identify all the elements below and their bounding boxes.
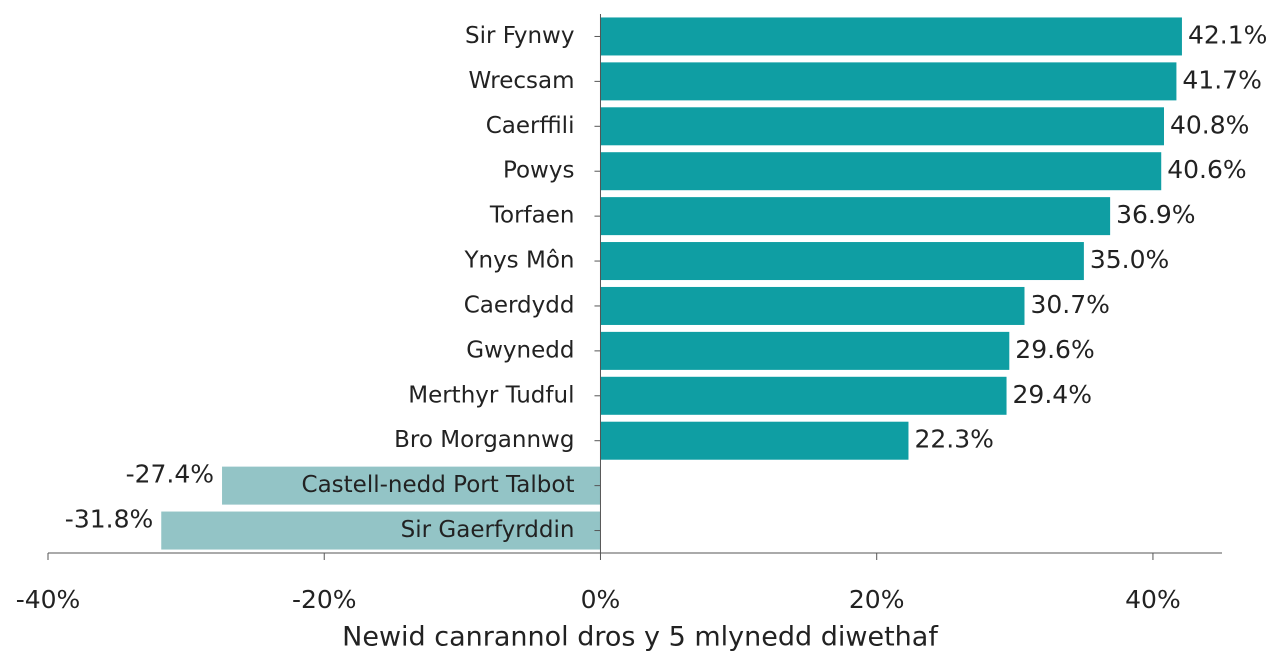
value-label: -27.4% (126, 460, 214, 489)
bar (600, 197, 1111, 236)
category-label: Castell-nedd Port Talbot (302, 472, 575, 498)
category-label: Caerffili (486, 113, 575, 139)
category-label: Powys (503, 158, 575, 184)
value-label: 29.6% (1015, 335, 1094, 364)
value-label: 41.7% (1182, 65, 1261, 94)
category-label: Gwynedd (466, 337, 574, 363)
x-tick-label: -40% (16, 585, 81, 614)
x-tick-label: 40% (1125, 585, 1181, 614)
value-label: 40.6% (1167, 155, 1246, 184)
category-label: Wrecsam (469, 68, 575, 94)
x-axis-label: Newid canrannol dros y 5 mlynedd diwetha… (342, 622, 939, 653)
value-label: 42.1% (1188, 20, 1267, 49)
category-label: Merthyr Tudful (408, 382, 574, 408)
value-label: 29.4% (1013, 380, 1092, 409)
category-label: Bro Morgannwg (394, 427, 574, 453)
category-label: Torfaen (489, 203, 575, 229)
value-label: 36.9% (1116, 200, 1195, 229)
bar (600, 376, 1007, 415)
bar (600, 17, 1182, 56)
bar (600, 62, 1177, 101)
x-tick-label: 0% (581, 585, 621, 614)
value-label: 40.8% (1170, 110, 1249, 139)
bar (222, 466, 601, 505)
value-label: 35.0% (1090, 245, 1169, 274)
x-tick-label: 20% (849, 585, 905, 614)
bar (600, 286, 1025, 325)
bar (600, 331, 1010, 370)
category-label: Ynys Môn (463, 248, 574, 274)
bar (600, 242, 1084, 281)
category-label: Sir Fynwy (465, 23, 575, 49)
bar (600, 107, 1164, 146)
x-tick-label: -20% (292, 585, 357, 614)
value-label: 30.7% (1030, 290, 1109, 319)
value-label: -31.8% (65, 505, 153, 534)
category-label: Caerdydd (464, 292, 575, 318)
bar (161, 511, 601, 550)
bar (600, 152, 1162, 191)
value-label: 22.3% (914, 425, 993, 454)
category-label: Sir Gaerfyrddin (401, 517, 575, 543)
bar (600, 421, 909, 460)
